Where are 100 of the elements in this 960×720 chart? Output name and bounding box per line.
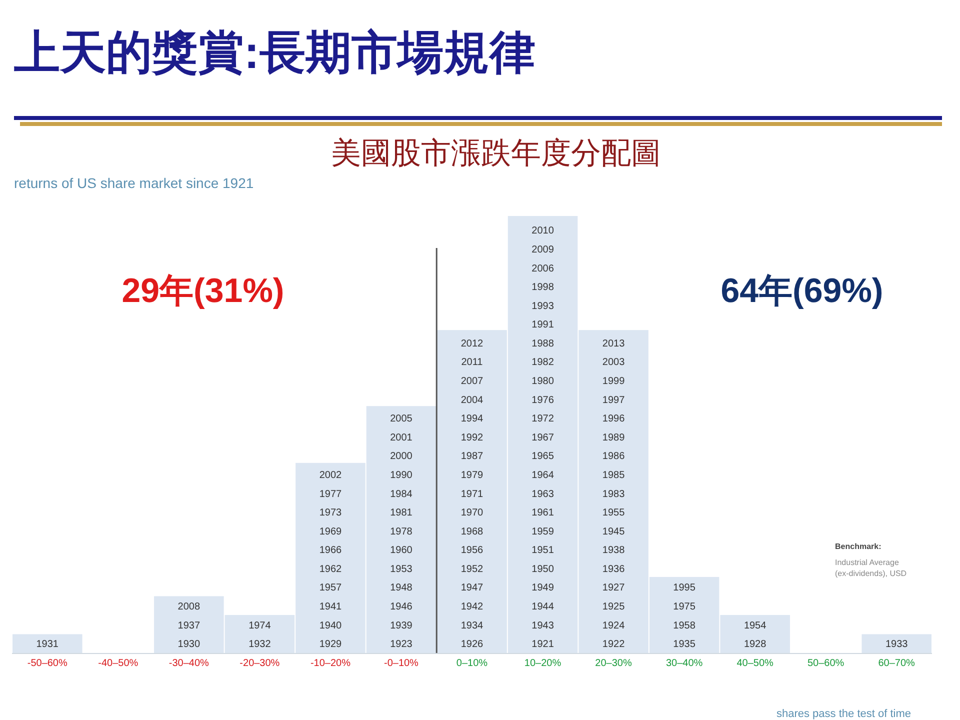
annotation: 1945 xyxy=(602,526,626,538)
annotation: 1936 xyxy=(602,564,626,575)
x-tick-label: -0–10% xyxy=(384,658,419,669)
annotation: 1971 xyxy=(460,488,484,500)
x-tick-label: 30–40% xyxy=(666,658,703,669)
annotation: 2011 xyxy=(461,357,484,368)
annotation: 1999 xyxy=(602,376,626,388)
annotation: 1961 xyxy=(532,508,554,519)
annotation: 1990 xyxy=(390,470,413,481)
annotation: 2012 xyxy=(460,338,484,350)
bar xyxy=(12,634,82,653)
annotation: 2004 xyxy=(460,394,484,406)
annotation: 1941 xyxy=(319,602,342,613)
annotation: 2009 xyxy=(532,244,554,256)
annotation: 2006 xyxy=(532,263,554,274)
annotation: 1967 xyxy=(532,432,554,444)
x-tick-label: 20–30% xyxy=(595,658,632,669)
bar xyxy=(862,634,932,653)
annotation: 2013 xyxy=(602,338,626,350)
annotation: 2005 xyxy=(390,414,413,425)
x-tick-label: -50–60% xyxy=(27,658,68,669)
annotation: 2002 xyxy=(319,470,342,481)
annotation: 2010 xyxy=(532,226,554,237)
annotation: 2007 xyxy=(460,376,484,388)
annotation: 1959 xyxy=(532,526,554,538)
annotation: 1946 xyxy=(390,602,413,613)
annotation: 1942 xyxy=(460,602,484,613)
annotation: 1921 xyxy=(532,639,554,650)
annotation: 1930 xyxy=(178,639,200,650)
annotation: 1935 xyxy=(673,639,696,650)
annotation: 1986 xyxy=(602,451,626,462)
annotation: 1956 xyxy=(460,545,484,556)
annotation: 1933 xyxy=(885,639,908,650)
x-tick-label: 60–70% xyxy=(878,658,916,669)
annotation: 29年(31%) xyxy=(122,272,284,310)
annotation: 1976 xyxy=(532,394,554,406)
annotation: 1957 xyxy=(319,582,342,594)
annotation: 1934 xyxy=(460,620,484,632)
annotation: 1978 xyxy=(390,526,413,538)
annotation: 1948 xyxy=(390,582,413,594)
annotation: 1951 xyxy=(532,545,554,556)
annotation: 1926 xyxy=(460,639,484,650)
annotation: 1969 xyxy=(319,526,342,538)
annotation: 1962 xyxy=(319,564,342,575)
annotation: 1993 xyxy=(532,300,554,312)
text: returns of US share market since 1921 xyxy=(14,175,254,191)
annotation: 1940 xyxy=(319,620,342,632)
annotation: 1964 xyxy=(532,470,554,481)
annotation: 1952 xyxy=(460,564,484,575)
annotation: 1958 xyxy=(673,620,696,632)
annotation: 1965 xyxy=(532,451,554,462)
annotation: 1966 xyxy=(319,545,342,556)
annotation: 1954 xyxy=(744,620,767,632)
annotation: 1947 xyxy=(460,582,484,594)
annotation: 2000 xyxy=(390,451,413,462)
x-tick-label: 50–60% xyxy=(807,658,844,669)
annotation: 1922 xyxy=(602,639,626,650)
chart-subtitle: 美國股市漲跌年度分配圖 xyxy=(331,137,661,170)
annotation: 1994 xyxy=(460,414,484,425)
annotation: 1985 xyxy=(602,470,626,481)
chart-title: 上天的獎賞:長期市場規律 xyxy=(14,26,536,78)
annotation: 1925 xyxy=(602,602,626,613)
annotation: 1929 xyxy=(319,639,342,650)
annotation: 1924 xyxy=(602,620,626,632)
annotation: 1939 xyxy=(390,620,413,632)
annotation: 1923 xyxy=(390,639,413,650)
annotation: 1991 xyxy=(532,320,554,331)
annotation: 1944 xyxy=(532,602,554,613)
annotation: 1932 xyxy=(248,639,272,650)
x-tick-label: 0–10% xyxy=(456,658,488,669)
annotation: Benchmark: xyxy=(835,542,882,551)
annotation: 1970 xyxy=(460,508,484,519)
annotation: 1979 xyxy=(460,470,484,481)
annotation: 1977 xyxy=(319,488,342,500)
annotation: 1984 xyxy=(390,488,413,500)
annotation: 1949 xyxy=(532,582,554,594)
annotation: 1937 xyxy=(178,620,200,632)
annotation: 1974 xyxy=(248,620,272,632)
annotation: 64年(69%) xyxy=(720,272,884,310)
annotation: 1998 xyxy=(532,282,554,294)
annotation: 1988 xyxy=(532,338,554,350)
annotation: 2008 xyxy=(178,602,200,613)
annotation: 1943 xyxy=(532,620,554,632)
annotation: 1992 xyxy=(460,432,484,444)
annotation: 1982 xyxy=(532,357,554,368)
annotation: 1996 xyxy=(602,414,626,425)
annotation: 1968 xyxy=(460,526,484,538)
annotation: 1955 xyxy=(602,508,626,519)
annotation: 1975 xyxy=(673,602,696,613)
annotation: 1928 xyxy=(744,639,767,650)
text: shares pass the test of time xyxy=(776,708,911,720)
annotation: 1960 xyxy=(390,545,413,556)
x-tick-label: 10–20% xyxy=(524,658,562,669)
x-tick-label: -40–50% xyxy=(98,658,138,669)
annotation: 1927 xyxy=(602,582,626,594)
x-tick-label: -30–40% xyxy=(168,658,210,669)
annotation: 1995 xyxy=(673,582,696,594)
annotation: Industrial Average (ex-dividends), USD xyxy=(835,558,907,578)
annotation: 2003 xyxy=(602,357,626,368)
annotation: 1931 xyxy=(36,639,59,650)
